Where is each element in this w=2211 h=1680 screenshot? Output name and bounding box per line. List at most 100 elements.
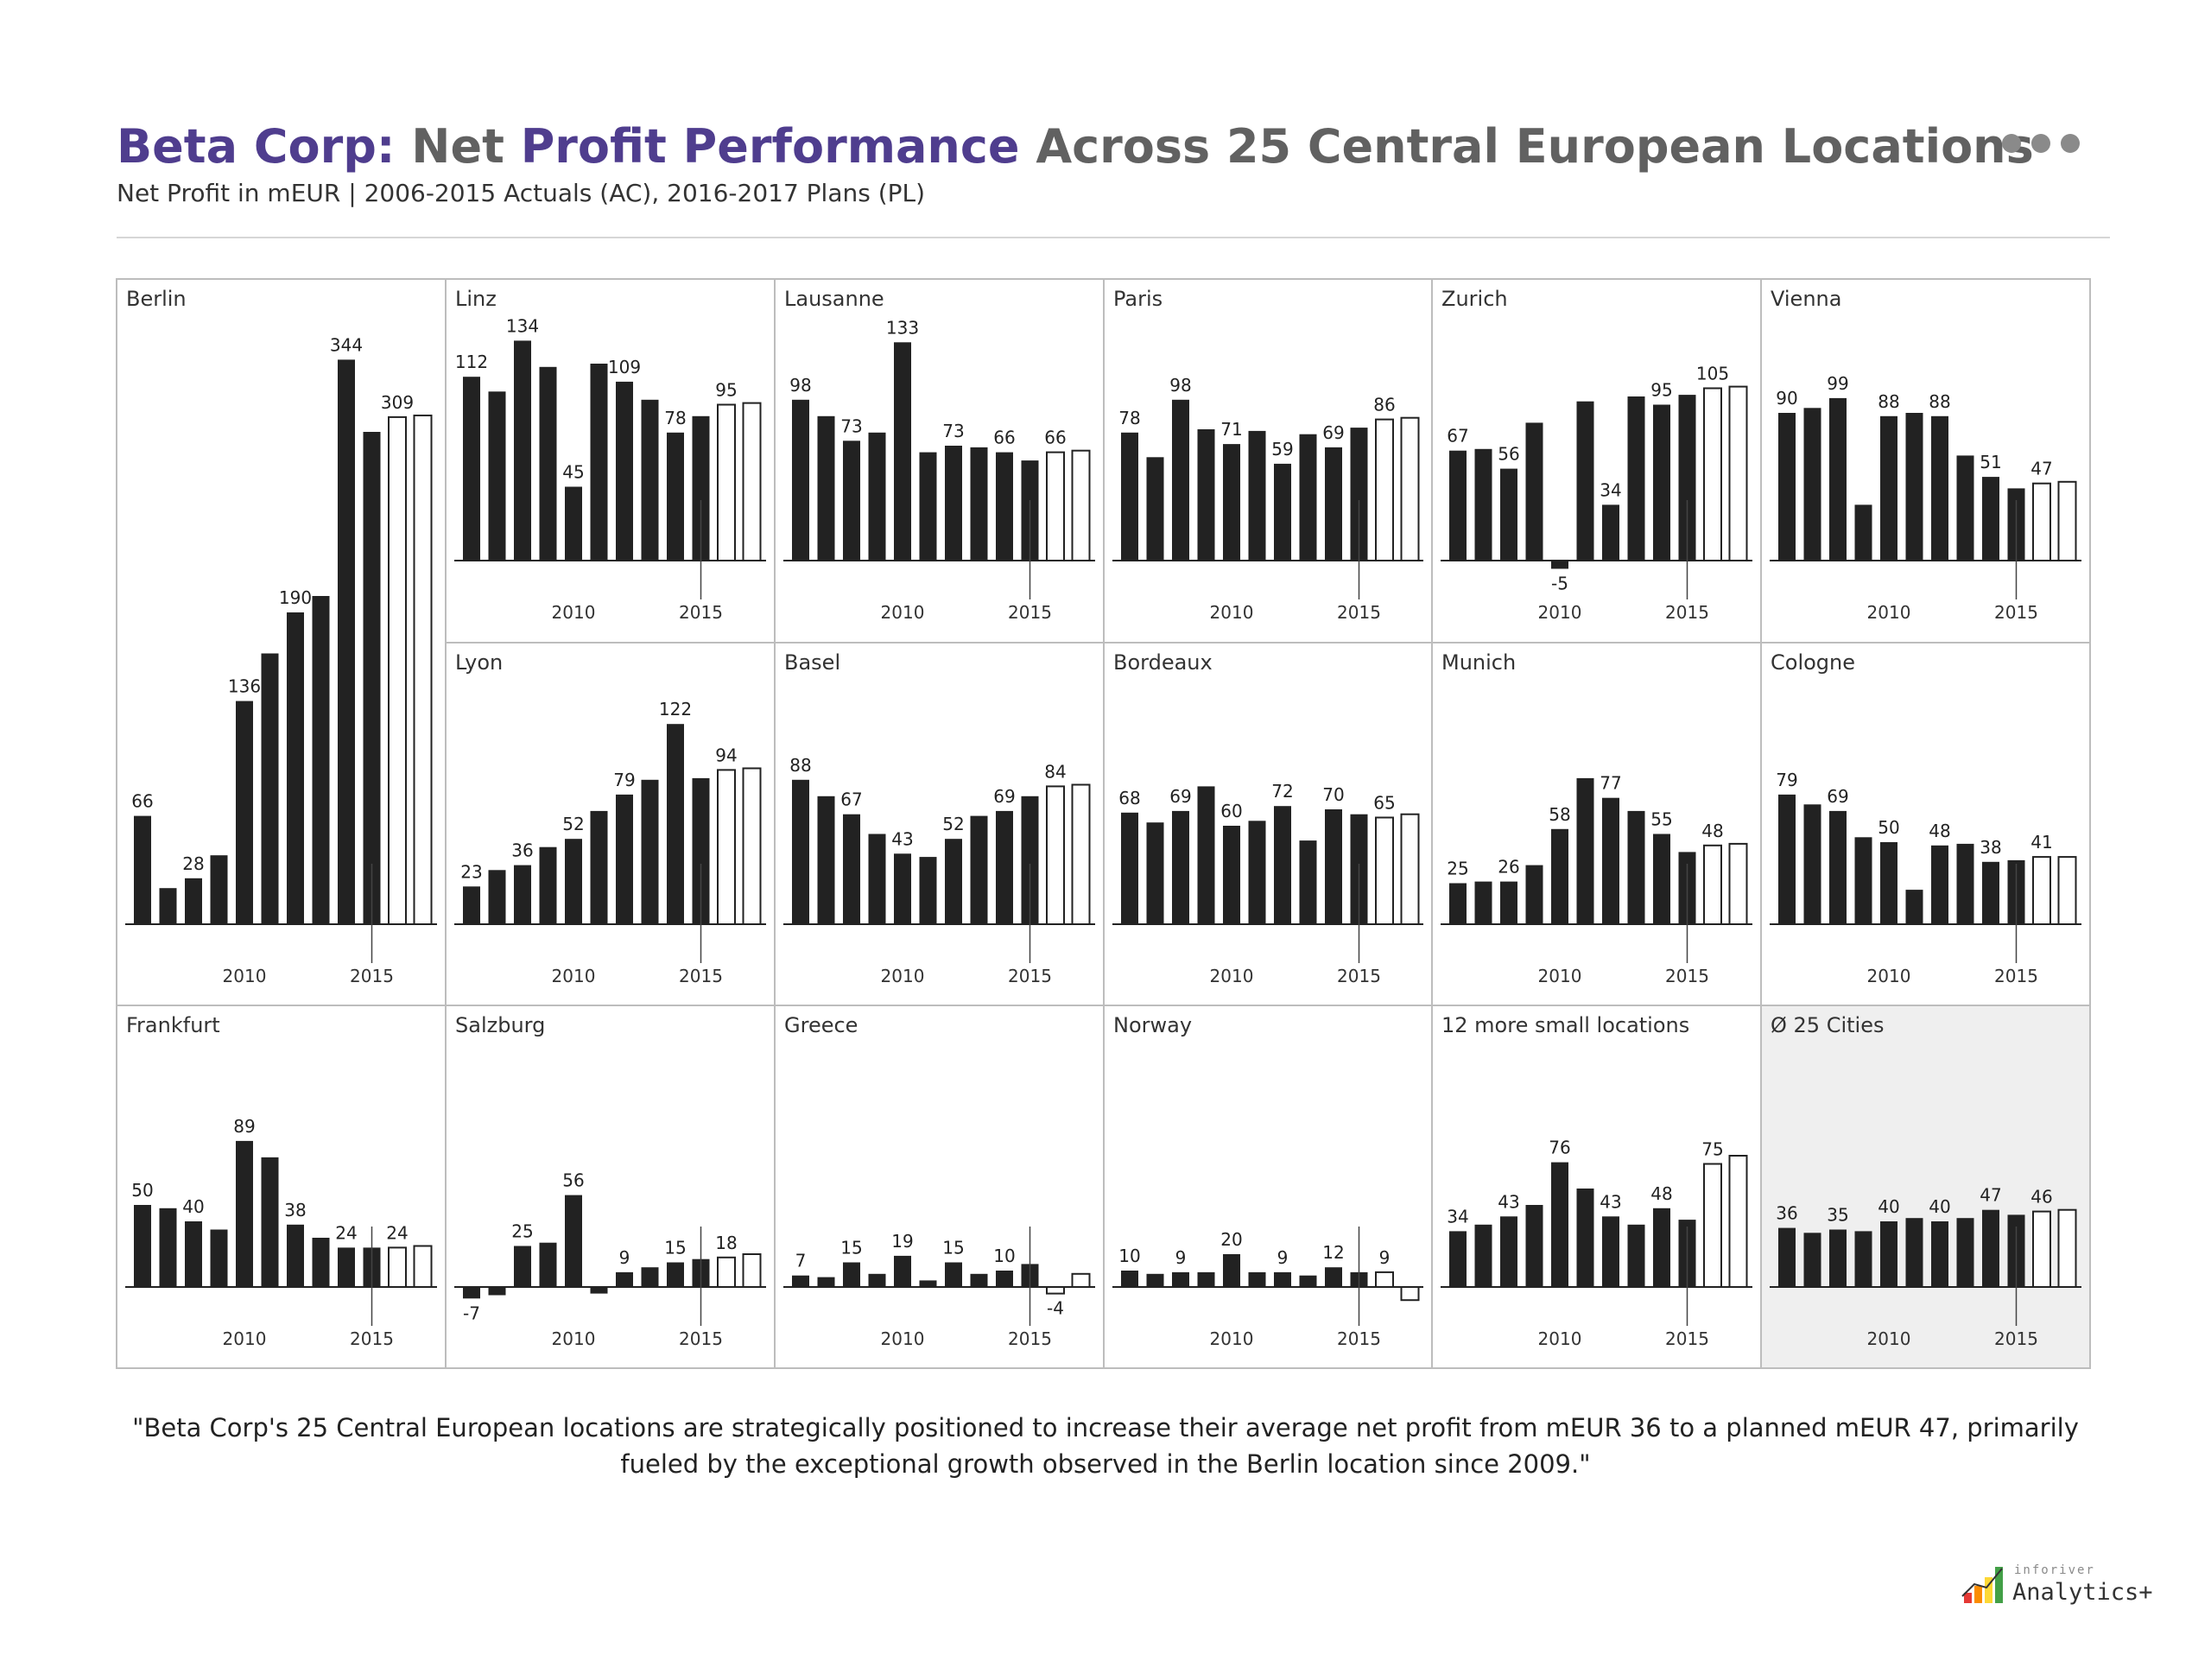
panel-vienna: Vienna 90 99 88 88 51 47 2010 2015 (1760, 278, 2091, 643)
bar-paris-2007 (1146, 457, 1164, 561)
x-tick-label: 2010 (552, 1328, 596, 1349)
bar-25-cities-2017 (2057, 1208, 2077, 1288)
bar-lausanne-2011 (919, 452, 937, 561)
data-label: 47 (2030, 459, 2052, 479)
bar-munich-2012 (1602, 797, 1619, 924)
x-tick-label: 2010 (1867, 602, 1911, 623)
bar-zurich-2009 (1525, 422, 1543, 561)
data-label: 56 (1498, 444, 1519, 465)
data-label: -4 (1047, 1298, 1064, 1319)
bar-bordeaux-2017 (1400, 813, 1420, 926)
data-label: 67 (1447, 426, 1468, 447)
bar-bordeaux-2011 (1248, 821, 1266, 924)
data-label: 309 (381, 392, 414, 413)
data-label: 67 (840, 789, 862, 810)
bar-bordeaux-2013 (1299, 840, 1317, 924)
bar-paris-2006 (1121, 432, 1138, 561)
bar-basel-2016 (1046, 785, 1065, 926)
bar-norway-2012 (1274, 1271, 1291, 1287)
bar-linz-2017 (742, 402, 762, 561)
logo-big-text: Analytics+ (2012, 1579, 2153, 1606)
data-label: 24 (386, 1222, 408, 1243)
bar-salzburg-2006 (463, 1287, 480, 1299)
bar-lyon-2011 (590, 810, 608, 924)
bar-lausanne-2017 (1071, 449, 1091, 562)
x-tick-label: 2010 (552, 966, 596, 986)
bar-norway-2006 (1121, 1271, 1138, 1287)
data-label: 9 (1175, 1247, 1187, 1268)
data-label: 47 (1980, 1185, 2001, 1206)
panel-title: Berlin (126, 287, 187, 311)
bar-munich-2013 (1627, 810, 1645, 924)
bar-vienna-2009 (1854, 504, 1872, 561)
data-label: 136 (228, 676, 261, 697)
title-net: Net (411, 119, 504, 174)
panel-title: Cologne (1771, 650, 1855, 675)
bar-salzburg-2011 (590, 1287, 608, 1294)
bar-lausanne-2006 (792, 399, 809, 561)
data-label: 50 (131, 1180, 153, 1201)
data-label: 78 (1118, 408, 1140, 428)
bar-linz-2010 (565, 486, 582, 561)
data-label: 23 (460, 861, 482, 882)
bar-salzburg-2017 (742, 1253, 762, 1288)
panel-frame (1103, 1005, 1433, 1369)
data-label: 79 (613, 770, 635, 790)
data-label: 28 (182, 853, 204, 874)
x-tick-label: 2010 (1210, 602, 1254, 623)
bar-greece-2007 (817, 1277, 835, 1287)
data-label: 98 (1169, 375, 1191, 396)
data-label: 38 (1980, 837, 2001, 858)
bar-norway-2016 (1375, 1271, 1394, 1289)
bar-greece-2012 (945, 1262, 962, 1287)
bar-frankfurt-2010 (236, 1140, 253, 1287)
bar-frankfurt-2013 (312, 1238, 330, 1287)
header-divider (117, 237, 2110, 238)
bar-linz-2013 (641, 399, 659, 561)
data-label: 10 (1118, 1246, 1140, 1266)
data-label: 56 (562, 1170, 584, 1191)
panel-lausanne: Lausanne 98 73 133 73 66 66 2010 2015 (774, 278, 1105, 643)
panel-norway: Norway 10 9 20 9 12 9 2010 2015 (1103, 1005, 1433, 1369)
panel-title: Munich (1441, 650, 1516, 675)
bar-paris-2013 (1299, 434, 1317, 561)
bar-cologne-2010 (1880, 842, 1897, 924)
bar-linz-2008 (514, 340, 531, 561)
bar-lausanne-2012 (945, 446, 962, 561)
panel-title: Lyon (455, 650, 503, 675)
x-tick-label: 2010 (1210, 1328, 1254, 1349)
data-label: 66 (1044, 428, 1066, 448)
bar-berlin-2014 (338, 359, 355, 924)
bar-25-cities-2016 (2032, 1210, 2051, 1288)
bar-paris-2011 (1248, 430, 1266, 561)
bar-bordeaux-2010 (1223, 826, 1240, 924)
bar-zurich-2014 (1653, 404, 1670, 561)
bar-linz-2014 (667, 432, 684, 561)
data-label: 69 (1322, 422, 1344, 443)
title-rest: Across 25 Central European Locations (1036, 119, 2034, 174)
data-label: 69 (1169, 786, 1191, 807)
bar-greece-2016 (1046, 1286, 1065, 1295)
bar-lyon-2015 (692, 777, 710, 924)
bar-cologne-2017 (2057, 856, 2077, 925)
bar-bordeaux-2012 (1274, 806, 1291, 924)
bar-12-more-small-locations-2010 (1551, 1162, 1568, 1287)
bar-lyon-2017 (742, 767, 762, 925)
data-label: 58 (1549, 804, 1570, 825)
bar-cologne-2006 (1778, 794, 1796, 924)
bar-12-more-small-locations-2017 (1728, 1155, 1748, 1288)
bar-munich-2017 (1728, 842, 1748, 926)
bar-12-more-small-locations-2008 (1500, 1216, 1517, 1287)
bar-norway-2011 (1248, 1271, 1266, 1287)
bar-vienna-2007 (1803, 408, 1821, 561)
data-label: 109 (608, 357, 641, 377)
data-label: 69 (1827, 786, 1848, 807)
panel-frame (116, 1005, 447, 1369)
data-label: 99 (1827, 373, 1848, 394)
x-tick-label: 2015 (1665, 1328, 1709, 1349)
more-options-icon[interactable] (2002, 128, 2080, 159)
data-label: 24 (335, 1222, 357, 1243)
bar-berlin-2007 (159, 888, 177, 924)
panel-zurich: Zurich 67 56 -5 34 95 105 2010 2015 (1431, 278, 1762, 643)
x-tick-label: 2015 (350, 1328, 394, 1349)
